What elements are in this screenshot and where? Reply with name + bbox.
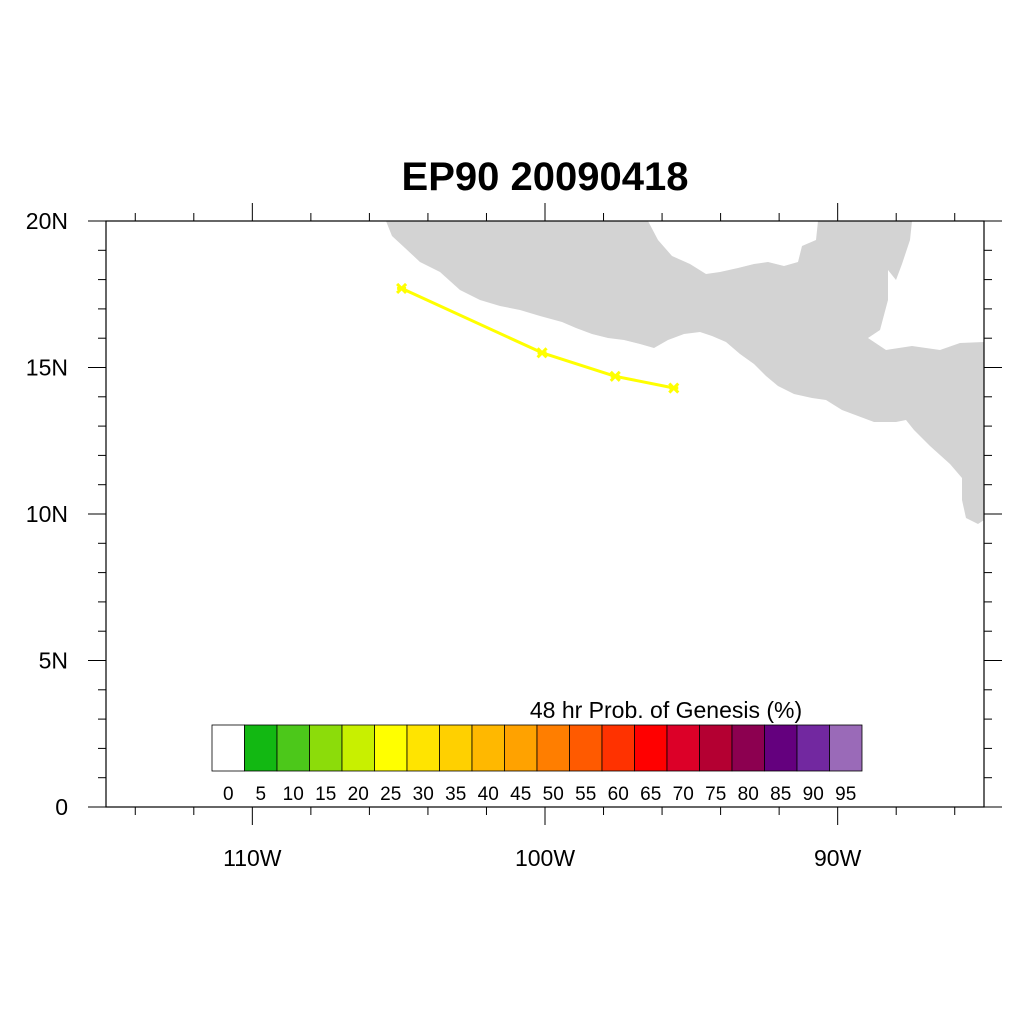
lat-label: 0 (55, 794, 68, 820)
colorbar-box (276, 724, 310, 772)
colorbar-label: 80 (738, 784, 759, 805)
colorbar-label: 95 (835, 784, 856, 805)
colorbar: 48 hr Prob. of Genesis (%) 0 5 10 15 20 25 30 3… (211, 697, 863, 805)
track-point-1 (396, 282, 408, 294)
colorbar-label: 10 (283, 784, 304, 805)
track-point-4 (668, 382, 680, 394)
colorbar-label: 65 (640, 784, 661, 805)
colorbar-label: 0 (223, 784, 234, 805)
axis-labels: 20N 15N 10N 5N 0 110W 100W 90W (26, 208, 862, 871)
lat-label: 5N (39, 648, 68, 674)
colorbar-box (341, 724, 375, 772)
land-central-america (386, 221, 984, 524)
colorbar-box (374, 724, 408, 772)
colorbar-label: 15 (315, 784, 336, 805)
track-line (400, 287, 675, 390)
colorbar-label: 60 (608, 784, 629, 805)
colorbar-box (796, 724, 830, 772)
lon-label: 90W (814, 845, 862, 871)
colorbar-label: 40 (478, 784, 499, 805)
colorbar-box (439, 724, 473, 772)
colorbar-box (471, 724, 505, 772)
lat-label: 15N (26, 355, 68, 381)
colorbar-boxes (211, 724, 863, 772)
colorbar-label: 35 (445, 784, 466, 805)
lon-label: 100W (515, 845, 575, 871)
colorbar-box (211, 724, 245, 772)
colorbar-label: 85 (770, 784, 791, 805)
colorbar-label: 90 (803, 784, 824, 805)
colorbar-box (601, 724, 635, 772)
colorbar-box (634, 724, 668, 772)
colorbar-box (406, 724, 440, 772)
colorbar-box (764, 724, 798, 772)
colorbar-box (504, 724, 538, 772)
colorbar-label: 70 (673, 784, 694, 805)
colorbar-label: 50 (543, 784, 564, 805)
storm-track (396, 282, 680, 394)
colorbar-box (731, 724, 765, 772)
lat-label: 10N (26, 501, 68, 527)
colorbar-label: 5 (255, 784, 266, 805)
track-point-3 (609, 370, 621, 382)
lon-label: 110W (223, 845, 282, 871)
colorbar-label: 75 (705, 784, 726, 805)
colorbar-labels: 0 5 10 15 20 25 30 35 40 45 50 55 60 65 70 75 80 85 90 95 (223, 784, 856, 805)
colorbar-box (309, 724, 343, 772)
land-layer (386, 221, 984, 524)
colorbar-box (569, 724, 603, 772)
colorbar-label: 20 (348, 784, 369, 805)
colorbar-box (699, 724, 733, 772)
colorbar-label: 25 (380, 784, 401, 805)
colorbar-label: 30 (413, 784, 434, 805)
lat-label: 20N (26, 208, 68, 234)
colorbar-label: 45 (510, 784, 531, 805)
axis-ticks (88, 203, 1002, 825)
colorbar-box (244, 724, 278, 772)
map-title: EP90 20090418 (402, 155, 689, 199)
colorbar-label: 55 (575, 784, 596, 805)
colorbar-box (666, 724, 700, 772)
colorbar-box (536, 724, 570, 772)
colorbar-box (829, 724, 863, 772)
colorbar-title: 48 hr Prob. of Genesis (%) (530, 697, 802, 723)
track-point-2 (536, 347, 548, 359)
